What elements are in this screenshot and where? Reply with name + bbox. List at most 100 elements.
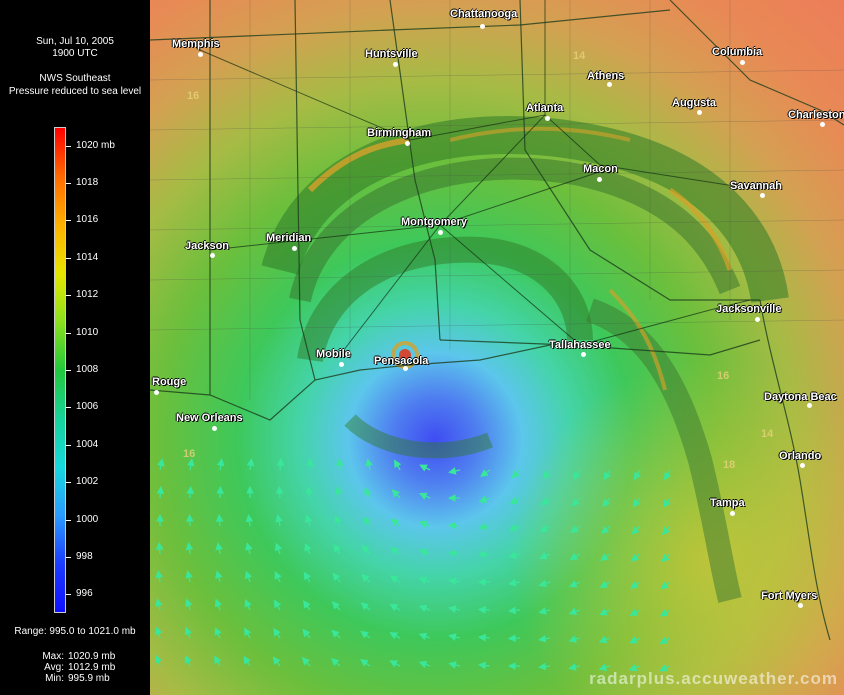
scale-tick-mark (66, 557, 71, 558)
wind-arrow (273, 627, 281, 639)
scale-tick-label: 1006 (76, 401, 99, 412)
scale-tick-mark (66, 407, 71, 408)
wind-arrow (214, 627, 222, 639)
city-marker-jacksonville (755, 317, 760, 322)
wind-arrow (568, 580, 581, 588)
wind-arrow (538, 607, 551, 615)
wind-arrow (662, 497, 671, 508)
wind-arrow (570, 525, 581, 534)
pressure-radar-map: Chattanooga Memphis Huntsville Columbia Athe… (150, 0, 844, 695)
wind-arrow (360, 602, 371, 611)
city-marker-birmingham (405, 141, 410, 146)
wind-arrow (184, 626, 193, 639)
city-marker-mobile (339, 362, 344, 367)
wind-arrow (629, 581, 641, 589)
city-label-tallahassee: Tallahassee (549, 339, 611, 351)
wind-arrow (185, 570, 193, 583)
wind-arrow (477, 605, 491, 614)
wind-arrow (507, 606, 521, 615)
scale-tick-label: 1014 (76, 252, 99, 263)
city-label-orlando: Orlando (779, 450, 822, 462)
wind-arrow (629, 636, 641, 644)
stats-max-label: Max: (42, 651, 64, 662)
scale-tick-mark (66, 333, 71, 334)
wind-arrow (186, 458, 195, 471)
wind-arrow (243, 655, 251, 667)
wind-arrow (478, 522, 491, 531)
city-marker-huntsville (393, 62, 398, 67)
wind-arrow (215, 513, 224, 527)
wind-arrow (480, 469, 491, 477)
wind-arrow (304, 514, 313, 527)
time-label: 1900 UTC (52, 48, 98, 59)
range-label: Range: 995.0 to 1021.0 mb (14, 626, 136, 637)
wind-arrow (364, 487, 372, 499)
wind-arrow (244, 570, 253, 583)
wind-arrow (274, 542, 283, 555)
wind-arrow (333, 543, 341, 555)
stats-max-value: 1020.9 mb (68, 651, 116, 662)
city-label-jacksonville: Jacksonville (716, 303, 782, 315)
scale-tick-label: 996 (76, 588, 93, 599)
wind-arrow (598, 635, 611, 644)
wind-arrow (273, 599, 282, 611)
wind-arrow (362, 516, 371, 527)
wind-arrow (361, 545, 371, 555)
wind-arrow (508, 578, 521, 587)
wind-arrow (418, 576, 431, 585)
legend-panel: Sun, Jul 10, 2005 1900 UTC NWS Southeast… (0, 0, 150, 695)
city-marker-tallahassee (581, 352, 586, 357)
wind-arrow (185, 542, 194, 555)
wind-arrow (390, 518, 401, 527)
wind-arrow (664, 469, 672, 481)
wind-arrow (478, 495, 491, 504)
wind-arrow (568, 663, 581, 671)
wind-arrow (598, 663, 611, 671)
city-marker-columbia (740, 60, 745, 65)
wind-arrow (275, 485, 284, 499)
map-background (150, 0, 844, 695)
scale-tick-mark (66, 295, 71, 296)
city-marker-atlanta (545, 116, 550, 121)
wind-arrow (448, 549, 461, 558)
city-label-macon: Macon (583, 163, 618, 175)
wind-arrow (448, 633, 461, 641)
scale-tick-label: 1012 (76, 289, 99, 300)
date-label: Sun, Jul 10, 2005 (36, 36, 114, 47)
precipitation-bands (261, 116, 789, 603)
wind-arrow (573, 469, 581, 480)
scale-tick-mark (66, 220, 71, 221)
city-marker-chattanooga (480, 24, 485, 29)
wind-arrow (185, 598, 193, 611)
product-label: Pressure reduced to sea level (8, 86, 142, 97)
city-label-athens: Athens (587, 70, 625, 82)
city-label-memphis: Memphis (172, 38, 220, 50)
wind-arrow (418, 632, 431, 641)
wind-arrow (600, 553, 611, 561)
wind-arrow (272, 656, 281, 667)
wind-arrow (418, 492, 431, 500)
wind-arrow (335, 486, 343, 499)
city-marker-meridian (292, 246, 297, 251)
scale-tick-label: 1010 (76, 327, 99, 338)
wind-arrow (659, 636, 671, 644)
wind-arrow (568, 607, 581, 616)
wind-arrow (602, 497, 611, 508)
scale-tick-label: 1016 (76, 214, 99, 225)
city-label-tampa: Tampa (710, 497, 745, 509)
wind-arrow (418, 604, 431, 613)
wind-arrow (302, 628, 311, 639)
wind-arrow (477, 661, 491, 670)
wind-arrow (186, 485, 195, 499)
wind-arrow (214, 598, 223, 611)
wind-arrow (154, 654, 163, 667)
wind-arrow (659, 664, 671, 672)
wind-arrow (661, 553, 671, 563)
city-label-atlanta: Atlanta (526, 102, 564, 114)
wind-arrow (418, 548, 431, 557)
wind-arrow (448, 577, 461, 586)
wind-arrow (542, 469, 551, 480)
scale-tick-mark (66, 520, 71, 521)
wind-arrow (630, 553, 641, 562)
wind-arrow (245, 542, 253, 555)
